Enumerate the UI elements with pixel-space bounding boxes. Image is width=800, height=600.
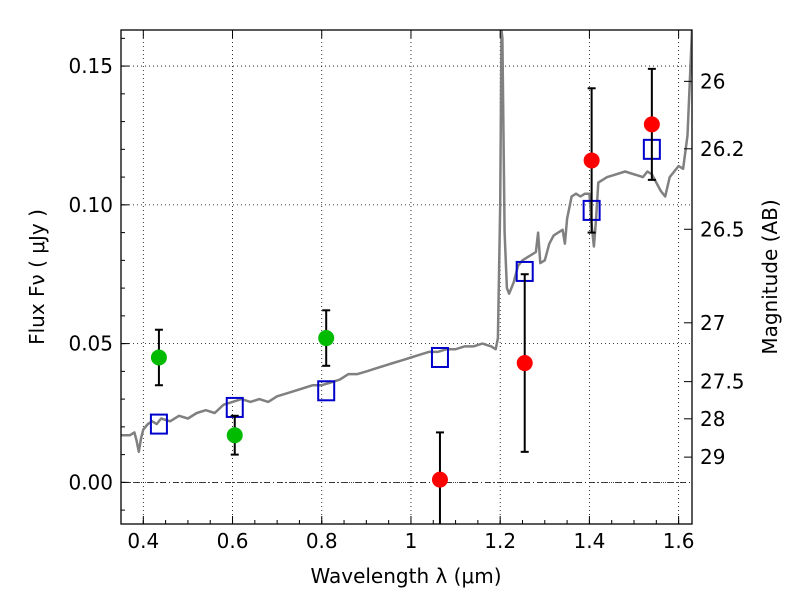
- x-axis-title: Wavelength λ (μm): [310, 564, 501, 588]
- mag-tick-label: 28: [700, 407, 725, 431]
- y-axis-title: Flux Fν ( μJy ): [25, 209, 49, 345]
- x-tick-label: 1: [405, 529, 418, 553]
- red-data-point: [516, 355, 533, 372]
- mag-tick-label: 26.5: [700, 217, 745, 241]
- green-data-point: [318, 330, 335, 347]
- x-tick-label: 1.2: [484, 529, 516, 553]
- y-tick-label: 0.10: [68, 193, 113, 217]
- red-data-point: [431, 471, 448, 488]
- y-tick-label: 0.00: [68, 470, 113, 494]
- y-tick-label: 0.15: [68, 54, 113, 78]
- model-photometry-square: [430, 346, 449, 368]
- axis-ticks: [120, 30, 692, 524]
- x-tick-label: 1.6: [663, 529, 695, 553]
- green-data-point: [226, 427, 243, 444]
- x-tick-label: 0.4: [127, 529, 159, 553]
- x-axis-title-text: Wavelength λ (μm): [310, 564, 501, 588]
- red-data-point: [643, 116, 660, 133]
- y-tick-label: 0.05: [68, 332, 113, 356]
- grid-lines: [121, 30, 692, 524]
- y-axis-title-text: Flux Fν ( μJy ): [25, 209, 49, 345]
- x-tick-label: 0.8: [306, 529, 338, 553]
- model-photometry-square: [317, 380, 336, 402]
- right-axis-title-text: Magnitude (AB): [758, 199, 782, 354]
- plot-frame: [120, 29, 693, 525]
- right-axis-title: Magnitude (AB): [758, 199, 782, 354]
- x-tick-label: 0.6: [217, 529, 249, 553]
- data-layer: [121, 30, 692, 524]
- mag-tick-label: 26: [700, 69, 725, 93]
- mag-tick-label: 27.5: [700, 370, 745, 394]
- x-tick-label: 1.4: [573, 529, 605, 553]
- model-spectrum-line: [121, 30, 692, 454]
- mag-tick-label: 27: [700, 311, 725, 335]
- red-data-point: [583, 152, 600, 169]
- model-photometry-square: [149, 413, 168, 435]
- mag-tick-label: 26.2: [700, 137, 745, 161]
- plot-background: [121, 30, 692, 524]
- mag-tick-label: 29: [700, 445, 725, 469]
- green-data-point: [150, 349, 167, 366]
